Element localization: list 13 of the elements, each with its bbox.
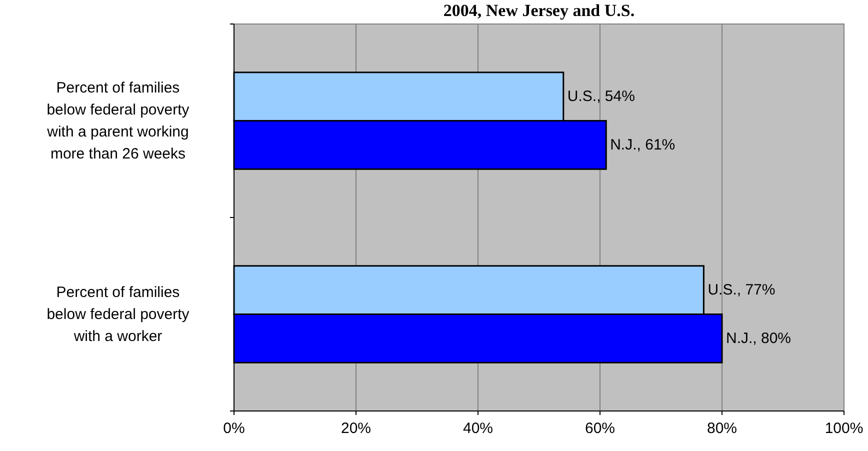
text: U.S., 54% — [567, 88, 635, 106]
x-tick-label: 100% — [824, 420, 864, 437]
y-tick-label: Percent of families below federal poverty with a parent working more than 26 weeks — [46, 79, 190, 162]
x-tick-label: 0% — [223, 420, 245, 437]
y-tick-label: Percent of families below federal poverty with a worker — [46, 284, 190, 345]
x-tick-label: 40% — [462, 420, 494, 437]
text: N.J., 61% — [610, 136, 676, 154]
text: U.S., 77% — [708, 282, 776, 299]
x-tick-label: 60% — [584, 420, 616, 437]
text: N.J., 80% — [726, 330, 792, 347]
x-tick-label: 80% — [706, 420, 738, 437]
chart-title: 2004, New Jersey and U.S. — [443, 1, 635, 20]
x-tick-label: 20% — [340, 420, 372, 437]
